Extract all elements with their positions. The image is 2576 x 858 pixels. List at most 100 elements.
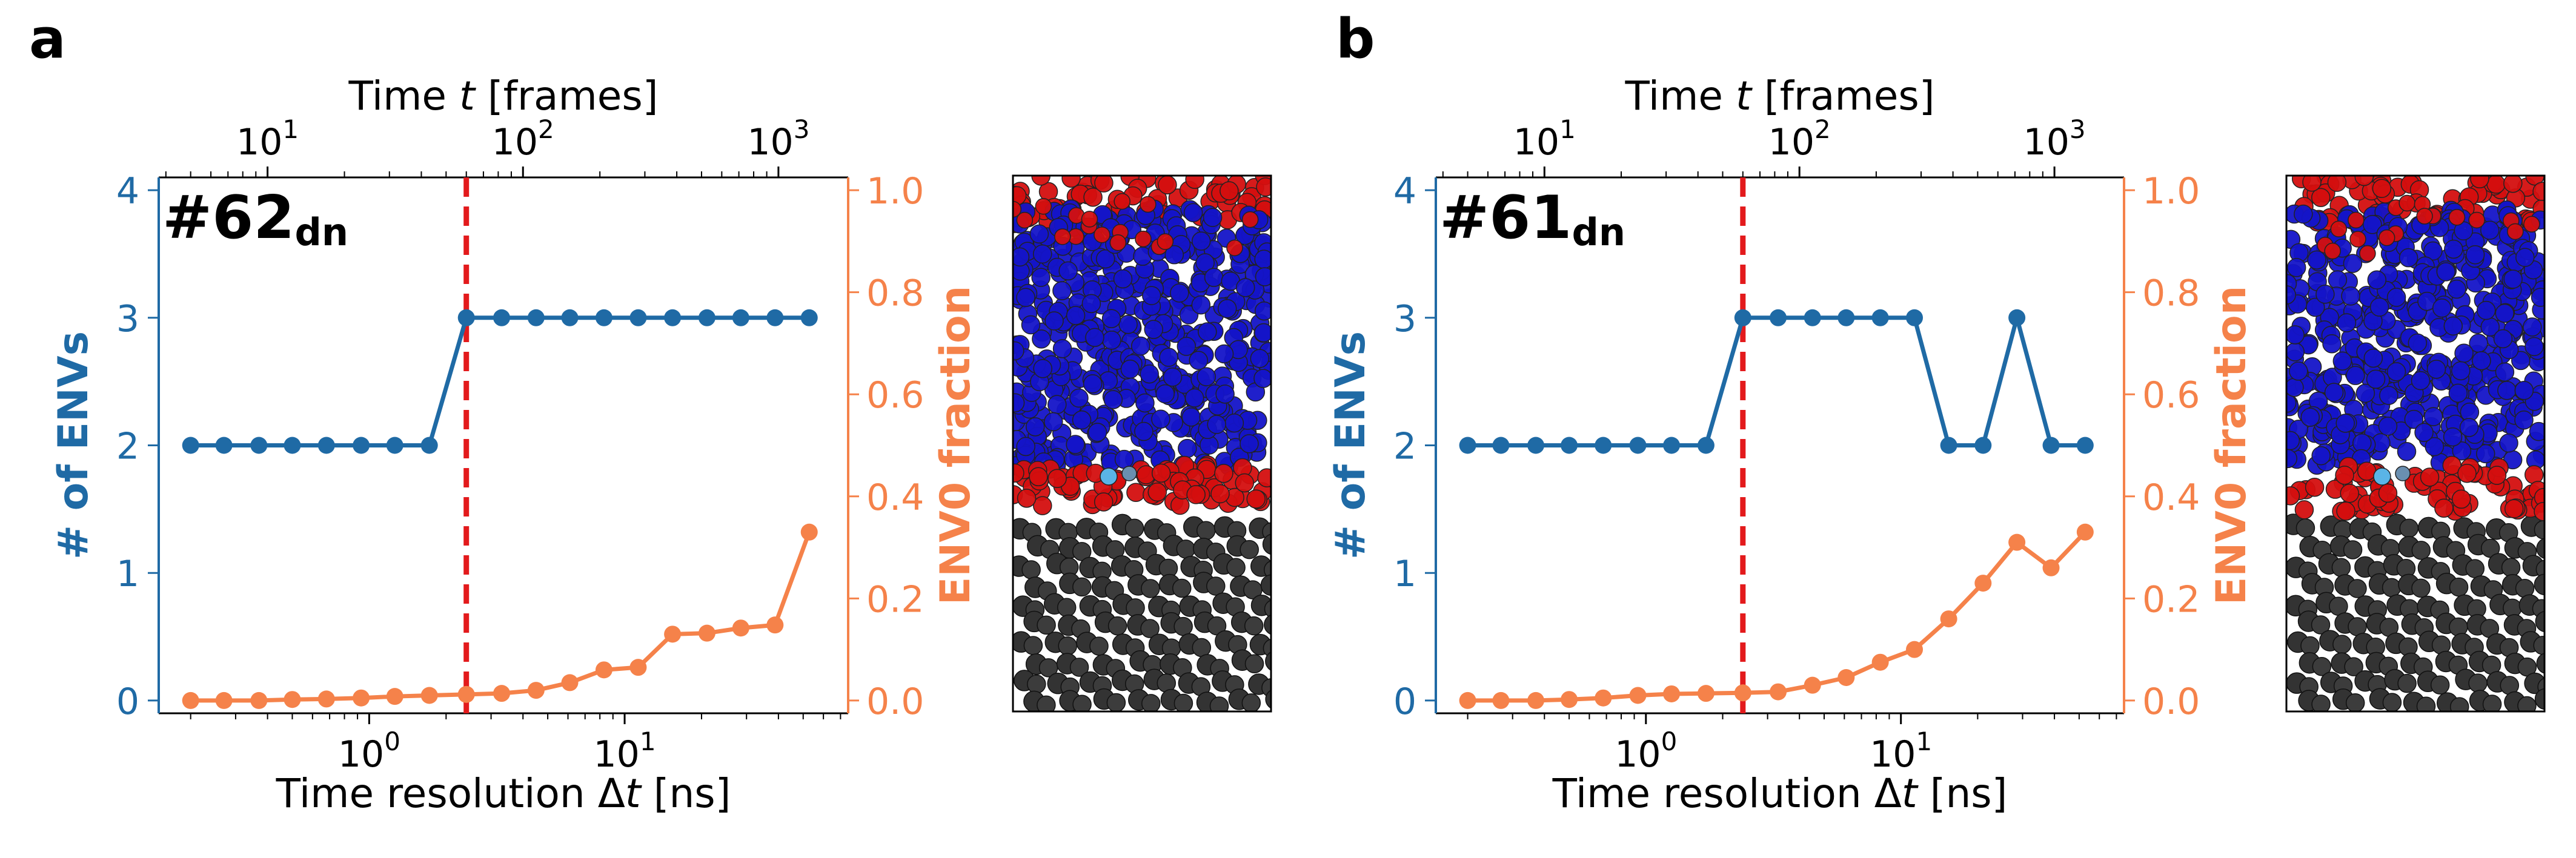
point-env0-fraction [1663, 685, 1681, 702]
atom-substrate [2399, 518, 2419, 538]
point-env0-fraction [629, 659, 647, 676]
atom-substrate [2416, 696, 2436, 711]
atom-solvent [1085, 328, 1104, 348]
atom-solvent [1163, 367, 1183, 387]
atom-solvent [1198, 322, 1217, 342]
atom-interface-top [2311, 188, 2331, 207]
atom-solvent [1032, 244, 1052, 264]
atom-substrate [2344, 657, 2363, 676]
atom-substrate [1265, 651, 1271, 671]
atom-interface-top [2468, 211, 2485, 229]
point-num-envs [2076, 437, 2094, 454]
atom-solvent [2480, 220, 2500, 240]
atom-interface-bottom [1210, 484, 1230, 504]
atom-solvent [2337, 313, 2357, 332]
xtick-top-label-base: 10 [1513, 121, 1559, 163]
xtick-top-label: 102 [492, 114, 554, 163]
ytick-left-label: 0 [116, 681, 139, 723]
atom-highlight [1121, 466, 1137, 481]
atom-substrate [2449, 697, 2469, 711]
atom-substrate [2312, 656, 2332, 676]
atom-substrate [1072, 695, 1092, 711]
xtick-top-label-base: 10 [2023, 121, 2070, 163]
xtick-top-label-base: 10 [747, 121, 793, 163]
ytick-right-label: 0.6 [866, 374, 924, 417]
atom-solvent [1032, 329, 1051, 349]
atom-highlight [1100, 467, 1118, 486]
atom-interface-top [1158, 176, 1177, 195]
point-env0-fraction [1734, 684, 1751, 702]
atom-interface-bottom [2457, 463, 2477, 483]
atom-solvent [2426, 360, 2446, 379]
point-env0-fraction [1697, 685, 1715, 702]
point-env0-fraction [2042, 559, 2060, 576]
atom-solvent [2503, 269, 2523, 289]
atom-solvent [1013, 393, 1025, 413]
atom-highlight [2373, 467, 2391, 486]
point-num-envs [732, 309, 749, 326]
xtick-bottom-label-base: 10 [1870, 733, 1916, 776]
y-axis-right-label: ENV0 fraction [932, 286, 980, 605]
ytick-left-label: 1 [116, 553, 139, 595]
atom-substrate [2343, 540, 2363, 559]
point-env0-fraction [457, 685, 475, 703]
atom-substrate [1173, 616, 1193, 636]
point-env0-fraction [1940, 610, 1957, 628]
atom-solvent [1197, 367, 1217, 386]
atom-interface-top [2378, 229, 2395, 246]
atom-interface-bottom [1029, 467, 1048, 487]
atom-solvent [2514, 411, 2534, 430]
xtick-bottom-label: 100 [1615, 727, 1677, 776]
atom-substrate [2332, 635, 2352, 654]
atom-solvent [2531, 288, 2544, 307]
x-axis-label-part: Time resolution Δ [1552, 770, 1902, 817]
atom-solvent [2454, 343, 2474, 363]
xtick-top-label-base: 10 [1768, 121, 1814, 163]
x-axis-label-part: t [625, 770, 642, 817]
atom-interface-top [1226, 239, 1243, 257]
atom-substrate [1027, 675, 1046, 694]
atom-solvent [2447, 279, 2466, 299]
atom-substrate [1192, 638, 1212, 658]
ytick-left-label: 2 [116, 426, 139, 468]
point-num-envs [766, 309, 784, 326]
atom-solvent [2335, 414, 2355, 433]
ytick-right-label: 0.0 [866, 681, 924, 723]
atom-substrate [1241, 693, 1261, 711]
point-num-envs [527, 309, 545, 326]
atom-interface-top [1157, 233, 1174, 250]
xtick-bottom-label: 101 [1870, 727, 1932, 776]
atom-substrate [1124, 518, 1144, 538]
atom-substrate [1107, 616, 1127, 636]
atom-solvent [2529, 421, 2544, 441]
molecular-snapshot [1012, 174, 1272, 713]
structure-id-label: #62dn [162, 183, 348, 254]
atom-interface-top [2507, 223, 2524, 240]
point-env0-fraction [561, 674, 579, 691]
point-env0-fraction [732, 619, 749, 637]
atom-interface-bottom [1186, 485, 1206, 504]
top-axis-label: Time t [frames] [348, 73, 659, 119]
ytick-right-label: 0.8 [866, 272, 924, 315]
x-axis-label: Time resolution Δt [ns] [276, 770, 731, 817]
atom-solvent [1044, 311, 1064, 331]
atom-interface-bottom [2451, 489, 2471, 509]
structure-id-sub: dn [295, 210, 349, 254]
point-env0-fraction [386, 688, 403, 705]
atom-substrate [2348, 579, 2367, 598]
structure-id-sub: dn [1572, 210, 1626, 254]
atom-substrate [2534, 688, 2544, 710]
atom-interface-bottom [2487, 466, 2507, 485]
snapshot-frame [1012, 174, 1272, 713]
ytick-left-label: 1 [1393, 553, 1416, 595]
atom-substrate [2382, 578, 2402, 598]
point-env0-fraction [527, 682, 545, 699]
atom-solvent [1151, 409, 1170, 429]
snapshot-atoms [1013, 176, 1271, 711]
atom-substrate [2411, 541, 2431, 560]
atom-substrate [2535, 610, 2544, 633]
atom-solvent [1195, 253, 1215, 272]
point-env0-fraction [1770, 683, 1787, 701]
point-env0-fraction [2008, 533, 2026, 551]
atom-solvent [1113, 269, 1133, 289]
